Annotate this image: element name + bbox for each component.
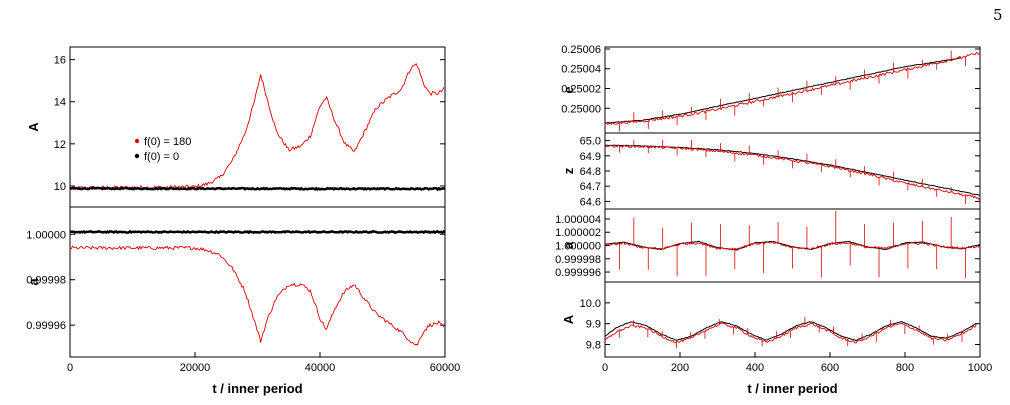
page-number: 5: [993, 6, 1003, 24]
ylabel-right-1: e: [561, 86, 576, 93]
ytick-label-right-3-1: 1.000002: [555, 227, 601, 239]
series-line-right-1-0: [604, 57, 962, 124]
ytick-label-right-2-0: 65.0: [580, 136, 601, 148]
ylabel-right-3: a: [561, 241, 576, 249]
series-line-right-2-1: [604, 144, 981, 200]
series-line-left-bottom-1: [69, 229, 446, 235]
ytick-label-right-1-0: 0.25006: [561, 44, 601, 56]
xtick-label-left-bottom-3: 60000: [430, 362, 461, 374]
ytick-label-left-bottom-2: 0.99996: [26, 320, 66, 332]
xtick-label-right-4-4: 800: [896, 362, 914, 374]
series-line-right-3-1: [604, 241, 981, 251]
ytick-label-right-2-1: 64.9: [580, 151, 601, 163]
ytick-label-left-bottom-1: 0.99998: [26, 275, 66, 287]
legend-marker-0: [134, 138, 140, 144]
series-line-right-1-1: [604, 52, 981, 125]
xtick-label-right-4-2: 400: [746, 362, 764, 374]
legend-entry-0: f(0) = 180: [144, 136, 191, 148]
xtick-label-left-bottom-1: 20000: [180, 362, 211, 374]
series-line-left-bottom-0: [69, 245, 445, 346]
ytick-label-right-3-3: 0.999998: [555, 254, 601, 266]
ytick-label-right-3-2: 1.000000: [555, 241, 601, 253]
ytick-label-left-top-2: 14: [54, 97, 66, 109]
series-line-left-top-0: [69, 63, 445, 191]
series-line-left-top-1: [69, 186, 446, 192]
ylabel-left-bottom: a: [26, 278, 41, 286]
xtick-label-right-4-3: 600: [821, 362, 839, 374]
xtick-label-right-4-0: 0: [602, 362, 608, 374]
ytick-label-left-bottom-0: 1.00000: [26, 229, 66, 241]
ytick-label-right-4-1: 9.9: [586, 319, 601, 331]
xtick-label-right-4-1: 200: [671, 362, 689, 374]
series-line-right-4-0: [604, 321, 977, 342]
xlabel-left-bottom: t / inner period: [212, 381, 302, 396]
ytick-label-left-top-3: 16: [54, 55, 66, 67]
ylabel-left-top: A: [26, 122, 41, 132]
ytick-label-right-3-4: 0.999996: [555, 267, 601, 279]
xtick-label-left-bottom-2: 40000: [305, 362, 336, 374]
ytick-label-left-top-0: 10: [54, 181, 66, 193]
xtick-label-left-bottom-0: 0: [67, 362, 73, 374]
ytick-label-right-1-3: 0.25000: [561, 103, 601, 115]
ytick-label-right-2-3: 64.7: [580, 181, 601, 193]
ytick-label-right-2-2: 64.8: [580, 166, 601, 178]
xtick-label-right-4-5: 1000: [968, 362, 992, 374]
series-line-right-4-1: [604, 322, 977, 344]
panel-frame-right-4: [604, 281, 981, 358]
ytick-label-right-1-1: 0.25004: [561, 64, 601, 76]
legend-entry-1: f(0) = 0: [144, 151, 179, 163]
ytick-label-right-4-2: 9.8: [586, 340, 601, 352]
legend-marker-1: [134, 153, 140, 159]
ytick-label-right-2-4: 64.6: [580, 196, 601, 208]
ylabel-right-4: A: [561, 314, 576, 324]
ylabel-right-2: z: [561, 167, 576, 174]
panel-frame-left-top: [69, 46, 446, 208]
ytick-label-right-4-0: 10.0: [580, 298, 601, 310]
ytick-label-right-3-0: 1.000004: [555, 214, 601, 226]
panel-frame-right-2: [604, 132, 981, 210]
ytick-label-right-1-2: 0.25002: [561, 84, 601, 96]
ytick-label-left-top-1: 12: [54, 139, 66, 151]
xlabel-right-4: t / inner period: [747, 381, 837, 396]
panel-frame-left-bottom: [69, 206, 446, 358]
panel-frame-right-3: [604, 208, 981, 283]
